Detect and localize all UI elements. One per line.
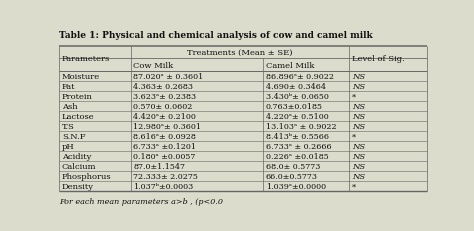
Text: Density: Density bbox=[62, 182, 94, 190]
Text: 4.420ᵃ± 0.2100: 4.420ᵃ± 0.2100 bbox=[134, 113, 196, 121]
Text: Lactose: Lactose bbox=[62, 113, 94, 121]
Text: *: * bbox=[352, 133, 356, 141]
Text: Table 1: Physical and chemical analysis of cow and camel milk: Table 1: Physical and chemical analysis … bbox=[59, 30, 373, 39]
Text: S.N.F: S.N.F bbox=[62, 133, 85, 141]
Text: *: * bbox=[352, 93, 356, 101]
Text: NS: NS bbox=[352, 173, 365, 180]
Text: NS: NS bbox=[352, 123, 365, 131]
Text: NS: NS bbox=[352, 163, 365, 170]
Text: 68.0± 0.5773: 68.0± 0.5773 bbox=[266, 163, 320, 170]
Text: Protein: Protein bbox=[62, 93, 93, 101]
Text: 87.020ᵃ ± 0.3601: 87.020ᵃ ± 0.3601 bbox=[134, 73, 204, 81]
Text: 4.363± 0.2683: 4.363± 0.2683 bbox=[134, 83, 193, 91]
Text: For each mean parameters a>b , (p<0.0: For each mean parameters a>b , (p<0.0 bbox=[59, 197, 223, 205]
Text: Moisture: Moisture bbox=[62, 73, 100, 81]
Text: 86.896ᵃ± 0.9022: 86.896ᵃ± 0.9022 bbox=[266, 73, 334, 81]
Text: Level of Sig.: Level of Sig. bbox=[352, 55, 405, 63]
Text: Ash: Ash bbox=[62, 103, 77, 111]
Text: Calcium: Calcium bbox=[62, 163, 96, 170]
Text: *: * bbox=[352, 182, 356, 190]
Text: Treatments (Mean ± SE): Treatments (Mean ± SE) bbox=[187, 49, 293, 57]
Text: T.S: T.S bbox=[62, 123, 75, 131]
Text: 0.763±0.0185: 0.763±0.0185 bbox=[266, 103, 323, 111]
Text: 3.430ᵇ± 0.0650: 3.430ᵇ± 0.0650 bbox=[266, 93, 328, 101]
Text: Parameters: Parameters bbox=[62, 55, 110, 63]
Text: 6.733ᵃ ± 0.2666: 6.733ᵃ ± 0.2666 bbox=[266, 143, 331, 151]
Text: 0.180ᵃ ±0.0057: 0.180ᵃ ±0.0057 bbox=[134, 152, 196, 161]
Text: 13.103ᵃ ± 0.9022: 13.103ᵃ ± 0.9022 bbox=[266, 123, 337, 131]
Text: Camel Milk: Camel Milk bbox=[266, 62, 314, 70]
Text: 12.980ᵃ± 0.3601: 12.980ᵃ± 0.3601 bbox=[134, 123, 201, 131]
Text: NS: NS bbox=[352, 73, 365, 81]
Text: NS: NS bbox=[352, 152, 365, 161]
Text: 4.690± 0.3464: 4.690± 0.3464 bbox=[266, 83, 326, 91]
Text: NS: NS bbox=[352, 103, 365, 111]
Text: NS: NS bbox=[352, 113, 365, 121]
Text: NS: NS bbox=[352, 143, 365, 151]
Text: 72.333± 2.0275: 72.333± 2.0275 bbox=[134, 173, 198, 180]
Text: 1.039ᵃ±0.0000: 1.039ᵃ±0.0000 bbox=[266, 182, 326, 190]
Text: 3.623ᵃ± 0.2383: 3.623ᵃ± 0.2383 bbox=[134, 93, 197, 101]
Text: 0.226ᵃ ±0.0185: 0.226ᵃ ±0.0185 bbox=[266, 152, 328, 161]
Text: 87.0±1.1547: 87.0±1.1547 bbox=[134, 163, 185, 170]
Text: 0.570± 0.0602: 0.570± 0.0602 bbox=[134, 103, 193, 111]
Text: Phosphorus: Phosphorus bbox=[62, 173, 111, 180]
Text: 1.037ᵇ±0.0003: 1.037ᵇ±0.0003 bbox=[134, 182, 194, 190]
Text: Cow Milk: Cow Milk bbox=[134, 62, 173, 70]
Text: 4.220ᵃ± 0.5100: 4.220ᵃ± 0.5100 bbox=[266, 113, 328, 121]
Text: 66.0±0.5773: 66.0±0.5773 bbox=[266, 173, 318, 180]
Text: pH: pH bbox=[62, 143, 74, 151]
Text: Fat: Fat bbox=[62, 83, 75, 91]
Text: 8.616ᵃ± 0.0928: 8.616ᵃ± 0.0928 bbox=[134, 133, 196, 141]
Text: 6.733ᵃ ±0.1201: 6.733ᵃ ±0.1201 bbox=[134, 143, 196, 151]
Text: NS: NS bbox=[352, 83, 365, 91]
Text: 8.413ᵇ± 0.5566: 8.413ᵇ± 0.5566 bbox=[266, 133, 328, 141]
Text: Acidity: Acidity bbox=[62, 152, 91, 161]
